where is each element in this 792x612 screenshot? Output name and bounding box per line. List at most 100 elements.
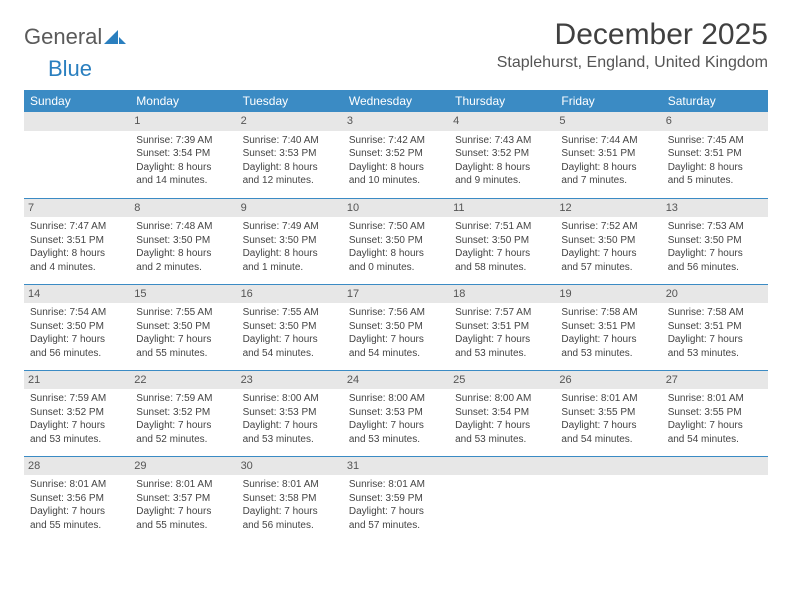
sunset-text: Sunset: 3:51 PM bbox=[668, 147, 762, 161]
day-number: 30 bbox=[237, 457, 343, 476]
calendar-cell: 11Sunrise: 7:51 AMSunset: 3:50 PMDayligh… bbox=[449, 198, 555, 284]
day-number: 29 bbox=[130, 457, 236, 476]
sunrise-text: Sunrise: 8:01 AM bbox=[349, 478, 443, 492]
day-number: 3 bbox=[343, 112, 449, 131]
daylight-text: Daylight: 7 hours and 54 minutes. bbox=[349, 333, 443, 360]
sunset-text: Sunset: 3:50 PM bbox=[243, 320, 337, 334]
day-number: 13 bbox=[662, 199, 768, 218]
calendar-cell: 18Sunrise: 7:57 AMSunset: 3:51 PMDayligh… bbox=[449, 284, 555, 370]
day-number: 4 bbox=[449, 112, 555, 131]
sunrise-text: Sunrise: 7:55 AM bbox=[136, 306, 230, 320]
day-info: Sunrise: 7:42 AMSunset: 3:52 PMDaylight:… bbox=[349, 134, 443, 188]
daylight-text: Daylight: 8 hours and 9 minutes. bbox=[455, 161, 549, 188]
calendar-cell: 20Sunrise: 7:58 AMSunset: 3:51 PMDayligh… bbox=[662, 284, 768, 370]
calendar-cell: 22Sunrise: 7:59 AMSunset: 3:52 PMDayligh… bbox=[130, 370, 236, 456]
day-info: Sunrise: 7:52 AMSunset: 3:50 PMDaylight:… bbox=[561, 220, 655, 274]
sunrise-text: Sunrise: 7:58 AM bbox=[561, 306, 655, 320]
weekday-header: Friday bbox=[555, 90, 661, 112]
day-number: 23 bbox=[237, 371, 343, 390]
daylight-text: Daylight: 7 hours and 56 minutes. bbox=[668, 247, 762, 274]
day-number: 8 bbox=[130, 199, 236, 218]
sunrise-text: Sunrise: 7:52 AM bbox=[561, 220, 655, 234]
sunset-text: Sunset: 3:51 PM bbox=[455, 320, 549, 334]
daylight-text: Daylight: 7 hours and 53 minutes. bbox=[243, 419, 337, 446]
daylight-text: Daylight: 7 hours and 53 minutes. bbox=[561, 333, 655, 360]
day-info: Sunrise: 7:58 AMSunset: 3:51 PMDaylight:… bbox=[668, 306, 762, 360]
calendar-cell-empty bbox=[662, 456, 768, 542]
day-number: 21 bbox=[24, 371, 130, 390]
day-info: Sunrise: 7:44 AMSunset: 3:51 PMDaylight:… bbox=[561, 134, 655, 188]
page-title: December 2025 bbox=[497, 18, 768, 52]
day-number: 12 bbox=[555, 199, 661, 218]
day-number: 5 bbox=[555, 112, 661, 131]
logo-sail-icon bbox=[104, 28, 126, 46]
sunset-text: Sunset: 3:57 PM bbox=[136, 492, 230, 506]
calendar-cell: 16Sunrise: 7:55 AMSunset: 3:50 PMDayligh… bbox=[237, 284, 343, 370]
logo-part1: General bbox=[24, 24, 102, 50]
day-info: Sunrise: 8:01 AMSunset: 3:57 PMDaylight:… bbox=[136, 478, 230, 532]
sunset-text: Sunset: 3:50 PM bbox=[455, 234, 549, 248]
daylight-text: Daylight: 7 hours and 55 minutes. bbox=[136, 505, 230, 532]
day-info: Sunrise: 7:59 AMSunset: 3:52 PMDaylight:… bbox=[136, 392, 230, 446]
day-number: 10 bbox=[343, 199, 449, 218]
sunrise-text: Sunrise: 8:01 AM bbox=[561, 392, 655, 406]
calendar-cell: 15 Sunrise: 7:55 AMSunset: 3:50 PMDayligh… bbox=[130, 284, 236, 370]
sunset-text: Sunset: 3:50 PM bbox=[136, 320, 230, 334]
daylight-text: Daylight: 7 hours and 55 minutes. bbox=[30, 505, 124, 532]
day-info: Sunrise: 8:01 AMSunset: 3:56 PMDaylight:… bbox=[30, 478, 124, 532]
day-info: Sunrise: 7:55 AMSunset: 3:50 PMDaylight:… bbox=[136, 306, 230, 360]
day-info: Sunrise: 7:48 AMSunset: 3:50 PMDaylight:… bbox=[136, 220, 230, 274]
sunset-text: Sunset: 3:55 PM bbox=[668, 406, 762, 420]
calendar-cell: 27 Sunrise: 8:01 AMSunset: 3:55 PMDayligh… bbox=[662, 370, 768, 456]
day-number: 24 bbox=[343, 371, 449, 390]
day-number: 9 bbox=[237, 199, 343, 218]
calendar-body: 1Sunrise: 7:39 AMSunset: 3:54 PMDaylight… bbox=[24, 112, 768, 542]
daylight-text: Daylight: 7 hours and 58 minutes. bbox=[455, 247, 549, 274]
calendar-row: 21 Sunrise: 7:59 AMSunset: 3:52 PMDayligh… bbox=[24, 370, 768, 456]
calendar-cell: 21Sunrise: 7:59 AMSunset: 3:52 PMDayligh… bbox=[24, 370, 130, 456]
sunrise-text: Sunrise: 7:44 AM bbox=[561, 134, 655, 148]
sunset-text: Sunset: 3:51 PM bbox=[561, 147, 655, 161]
calendar-cell: 29 Sunrise: 8:01 AMSunset: 3:57 PMDayligh… bbox=[130, 456, 236, 542]
daylight-text: Daylight: 7 hours and 53 minutes. bbox=[30, 419, 124, 446]
day-info: Sunrise: 7:47 AMSunset: 3:51 PMDaylight:… bbox=[30, 220, 124, 274]
day-number bbox=[555, 457, 661, 476]
calendar-cell-empty bbox=[555, 456, 661, 542]
calendar-cell-empty bbox=[449, 456, 555, 542]
sunrise-text: Sunrise: 7:54 AM bbox=[30, 306, 124, 320]
sunset-text: Sunset: 3:58 PM bbox=[243, 492, 337, 506]
sunrise-text: Sunrise: 8:01 AM bbox=[668, 392, 762, 406]
day-number: 15 bbox=[130, 285, 236, 304]
sunrise-text: Sunrise: 8:00 AM bbox=[455, 392, 549, 406]
sunrise-text: Sunrise: 7:42 AM bbox=[349, 134, 443, 148]
day-number bbox=[24, 112, 130, 131]
day-number: 6 bbox=[662, 112, 768, 131]
sunrise-text: Sunrise: 7:48 AM bbox=[136, 220, 230, 234]
day-number: 18 bbox=[449, 285, 555, 304]
day-number: 19 bbox=[555, 285, 661, 304]
sunset-text: Sunset: 3:52 PM bbox=[349, 147, 443, 161]
sunrise-text: Sunrise: 7:59 AM bbox=[136, 392, 230, 406]
sunset-text: Sunset: 3:56 PM bbox=[30, 492, 124, 506]
weekday-row: SundayMondayTuesdayWednesdayThursdayFrid… bbox=[24, 90, 768, 112]
sunset-text: Sunset: 3:52 PM bbox=[455, 147, 549, 161]
sunrise-text: Sunrise: 8:01 AM bbox=[136, 478, 230, 492]
day-number: 1 bbox=[130, 112, 236, 131]
day-number: 25 bbox=[449, 371, 555, 390]
sunrise-text: Sunrise: 8:01 AM bbox=[243, 478, 337, 492]
calendar-row: 7Sunrise: 7:47 AMSunset: 3:51 PMDaylight… bbox=[24, 198, 768, 284]
daylight-text: Daylight: 7 hours and 54 minutes. bbox=[668, 419, 762, 446]
sunrise-text: Sunrise: 7:39 AM bbox=[136, 134, 230, 148]
day-info: Sunrise: 7:49 AMSunset: 3:50 PMDaylight:… bbox=[243, 220, 337, 274]
calendar-cell: 30Sunrise: 8:01 AMSunset: 3:58 PMDayligh… bbox=[237, 456, 343, 542]
sunset-text: Sunset: 3:50 PM bbox=[136, 234, 230, 248]
calendar-head: SundayMondayTuesdayWednesdayThursdayFrid… bbox=[24, 90, 768, 112]
weekday-header: Sunday bbox=[24, 90, 130, 112]
day-number bbox=[449, 457, 555, 476]
daylight-text: Daylight: 7 hours and 54 minutes. bbox=[561, 419, 655, 446]
day-info: Sunrise: 8:00 AMSunset: 3:53 PMDaylight:… bbox=[243, 392, 337, 446]
sunrise-text: Sunrise: 7:49 AM bbox=[243, 220, 337, 234]
day-info: Sunrise: 7:54 AMSunset: 3:50 PMDaylight:… bbox=[30, 306, 124, 360]
calendar-cell: 8 Sunrise: 7:48 AMSunset: 3:50 PMDaylight… bbox=[130, 198, 236, 284]
day-number: 27 bbox=[662, 371, 768, 390]
